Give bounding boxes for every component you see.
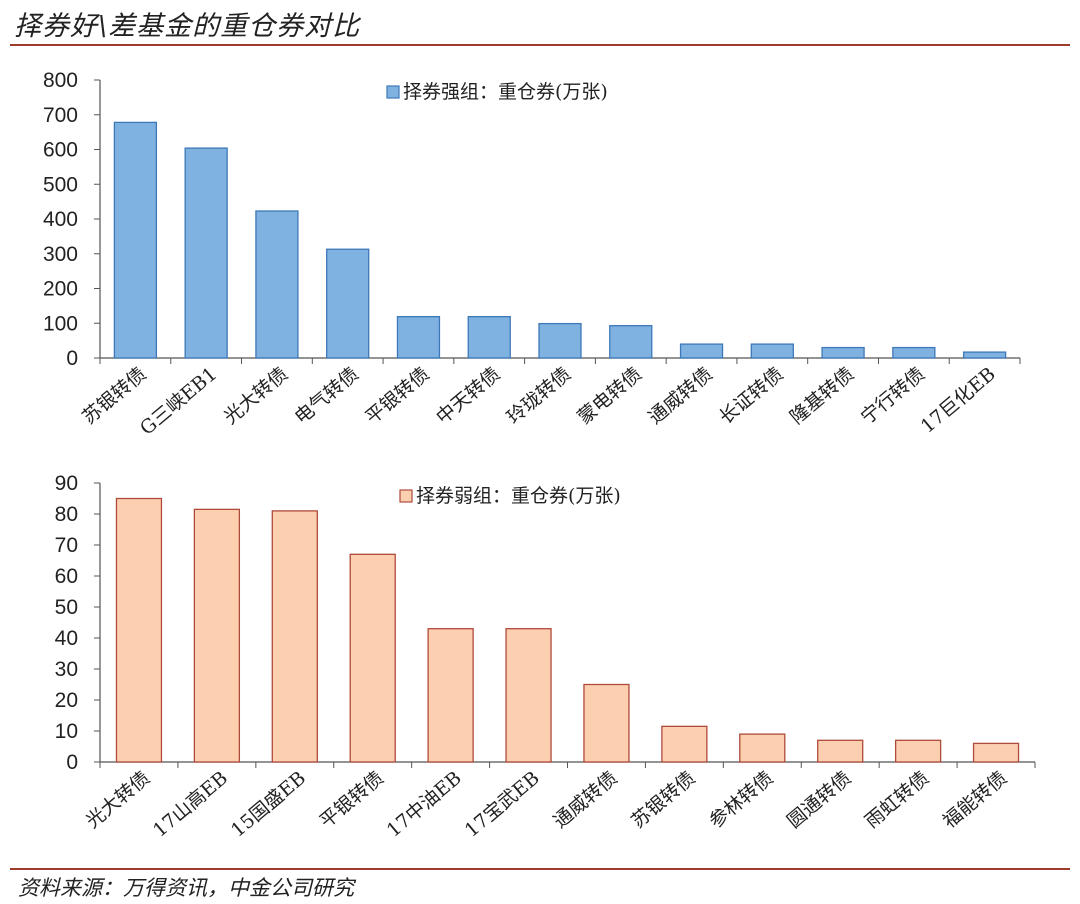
legend-swatch bbox=[399, 489, 413, 503]
y-tick-label: 30 bbox=[55, 658, 78, 681]
bar bbox=[972, 742, 1020, 763]
y-tick-label: 40 bbox=[55, 627, 78, 650]
y-tick-label: 70 bbox=[55, 534, 78, 557]
y-tick-label: 800 bbox=[43, 69, 78, 92]
x-tick-label: 17巨化EB bbox=[917, 363, 1000, 438]
bottom-divider bbox=[10, 868, 1070, 870]
x-tick-label: 光大转债 bbox=[220, 363, 292, 429]
bar bbox=[661, 725, 708, 763]
bar bbox=[326, 248, 370, 359]
bar bbox=[113, 121, 158, 359]
bar bbox=[538, 322, 582, 359]
bar bbox=[750, 343, 794, 359]
chart-strong-group: 0100200300400500600700800苏银转债G三峡EB1光大转债电… bbox=[43, 69, 1021, 440]
y-tick-label: 300 bbox=[43, 243, 78, 266]
y-tick-label: 60 bbox=[55, 565, 78, 588]
x-tick-label: 15国盛EB bbox=[227, 767, 310, 842]
bar bbox=[271, 510, 318, 763]
bar bbox=[467, 315, 511, 359]
y-tick-label: 400 bbox=[43, 208, 78, 231]
bar bbox=[817, 739, 864, 763]
x-tick-label: 17宝武EB bbox=[461, 767, 544, 842]
x-tick-label: G三峡EB1 bbox=[136, 363, 221, 440]
y-tick-label: 80 bbox=[55, 503, 78, 526]
x-tick-label: 雨虹转债 bbox=[861, 767, 933, 833]
bar bbox=[505, 628, 552, 763]
bar bbox=[115, 497, 163, 763]
bar bbox=[255, 210, 299, 359]
bar bbox=[679, 343, 724, 359]
bar bbox=[583, 683, 630, 763]
x-tick-label: 电气转债 bbox=[291, 363, 363, 429]
page-title: 择券好\差基金的重仓券对比 bbox=[14, 11, 361, 42]
y-tick-label: 10 bbox=[55, 720, 78, 743]
y-tick-label: 600 bbox=[43, 139, 78, 162]
x-tick-label: 光大转债 bbox=[82, 767, 154, 833]
top-divider bbox=[10, 44, 1070, 46]
bar bbox=[962, 351, 1007, 359]
bar bbox=[184, 147, 228, 359]
x-tick-label: 参林转债 bbox=[705, 767, 777, 833]
legend-label: 择券强组：重仓券(万张) bbox=[403, 81, 608, 103]
x-tick-label: 隆基转债 bbox=[786, 363, 858, 429]
bar bbox=[193, 508, 241, 763]
x-tick-label: 苏银转债 bbox=[627, 767, 699, 833]
bar bbox=[427, 628, 474, 763]
y-tick-label: 500 bbox=[43, 173, 78, 196]
bar bbox=[739, 733, 786, 763]
x-tick-label: 圆通转债 bbox=[783, 767, 855, 833]
x-tick-label: 17山高EB bbox=[149, 767, 232, 842]
bar bbox=[349, 553, 396, 763]
x-tick-label: 17中油EB bbox=[383, 767, 466, 842]
legend-label: 择券弱组：重仓券(万张) bbox=[416, 485, 621, 507]
bar bbox=[894, 739, 942, 763]
legend-swatch bbox=[386, 85, 400, 99]
x-tick-label: 福能转债 bbox=[939, 767, 1011, 833]
y-tick-label: 90 bbox=[55, 472, 78, 495]
bar bbox=[396, 315, 441, 359]
y-tick-label: 0 bbox=[66, 347, 78, 370]
y-tick-label: 100 bbox=[43, 312, 78, 335]
bar bbox=[609, 325, 653, 359]
y-tick-label: 0 bbox=[66, 751, 78, 774]
x-tick-label: 通威转债 bbox=[644, 363, 716, 429]
x-tick-label: 平银转债 bbox=[316, 767, 388, 833]
bar bbox=[821, 346, 865, 359]
x-tick-label: 蒙电转债 bbox=[574, 363, 646, 429]
x-tick-label: 长证转债 bbox=[715, 363, 787, 429]
y-tick-label: 700 bbox=[43, 104, 78, 127]
x-tick-label: 玲珑转债 bbox=[503, 363, 575, 429]
y-tick-label: 200 bbox=[43, 278, 78, 301]
bar bbox=[892, 346, 936, 359]
source-note: 资料来源：万得资讯，中金公司研究 bbox=[18, 876, 354, 900]
x-tick-label: 中天转债 bbox=[432, 363, 504, 429]
y-tick-label: 50 bbox=[55, 596, 78, 619]
y-tick-label: 20 bbox=[55, 689, 78, 712]
x-tick-label: 通威转债 bbox=[549, 767, 621, 833]
x-tick-label: 平银转债 bbox=[361, 363, 433, 429]
